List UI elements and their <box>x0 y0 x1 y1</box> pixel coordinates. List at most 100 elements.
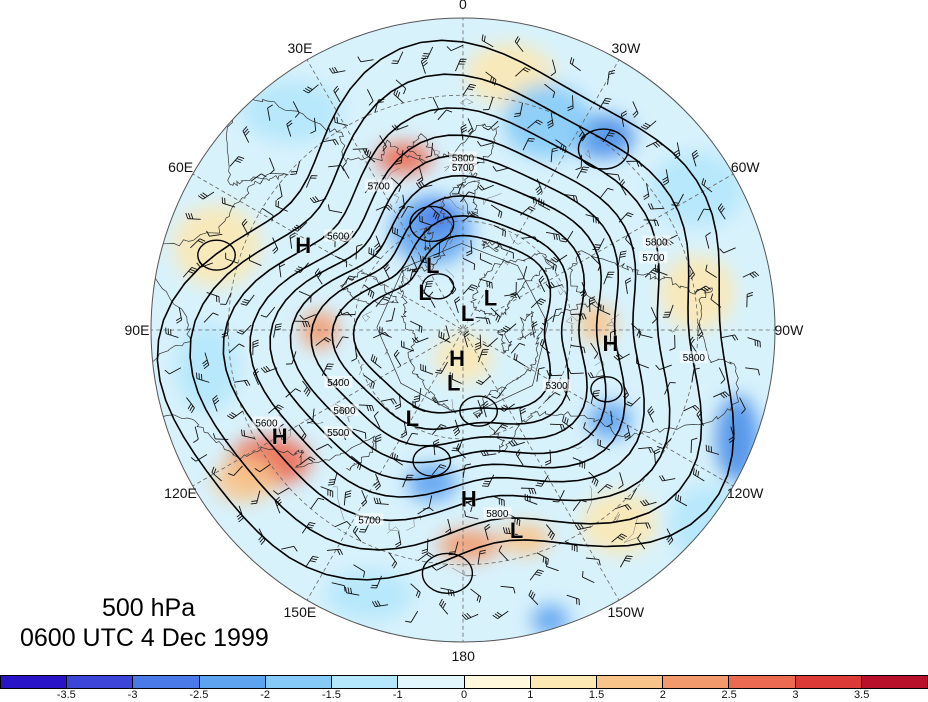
wind-barb <box>462 83 477 96</box>
wind-barb <box>597 483 613 494</box>
wind-barb <box>351 345 358 362</box>
wind-barb <box>420 57 428 74</box>
wind-barb <box>597 438 611 451</box>
wind-barb <box>529 569 544 581</box>
wind-barb <box>623 424 631 442</box>
height-contour <box>310 194 588 447</box>
wind-barb <box>482 400 489 418</box>
wind-barb <box>385 307 396 322</box>
height-contour <box>331 214 570 431</box>
low-center: L <box>426 253 439 278</box>
wind-barb <box>437 109 453 121</box>
wind-barb <box>302 380 311 397</box>
wind-barb <box>190 454 208 462</box>
wind-barb <box>363 374 375 389</box>
wind-barb <box>375 434 382 450</box>
wind-barb <box>462 284 478 295</box>
border-line <box>384 348 389 356</box>
colorbar-tick-label: 2 <box>659 689 666 701</box>
wind-barb <box>298 290 312 303</box>
wind-barb <box>454 296 461 313</box>
wind-barb <box>508 439 525 447</box>
wind-barb <box>429 205 440 221</box>
wind-barb <box>193 426 199 443</box>
wind-barb <box>380 398 397 405</box>
wind-barb <box>315 337 332 346</box>
wind-barb <box>742 271 760 279</box>
coastline <box>376 126 740 454</box>
wind-barb <box>345 586 360 596</box>
wind-barb <box>640 120 657 130</box>
wind-barb <box>281 545 298 552</box>
wind-barb <box>410 583 421 599</box>
wind-barb <box>175 307 183 324</box>
closed-contour <box>197 239 236 271</box>
wind-barb <box>225 252 239 264</box>
anomaly-patch <box>375 142 432 174</box>
contour-label-bg <box>324 425 353 438</box>
wind-barb <box>490 307 501 323</box>
border-line <box>445 268 455 278</box>
wind-barb <box>250 173 267 182</box>
wind-barb <box>694 285 711 293</box>
contour-label: 5300 <box>545 381 568 392</box>
colorbar-swatch <box>0 675 68 689</box>
contour-label-bg <box>449 151 477 164</box>
wind-barb <box>701 178 713 193</box>
wind-barb <box>500 323 517 333</box>
wind-barb <box>598 97 612 110</box>
meridian-line <box>464 330 734 487</box>
wind-barb <box>545 231 561 241</box>
wind-barb <box>574 523 592 530</box>
wind-barb <box>517 266 528 280</box>
wind-barb <box>299 314 316 320</box>
wind-barb <box>513 102 523 118</box>
longitude-label: 120W <box>726 485 764 501</box>
wind-barb <box>481 34 494 48</box>
colorbar-tick-label: 3 <box>792 689 799 701</box>
wind-barb <box>400 206 414 218</box>
wind-barb <box>662 304 674 318</box>
map-disc <box>151 18 775 642</box>
wind-barb <box>401 340 414 352</box>
height-contour <box>249 134 645 498</box>
wind-barb <box>510 342 526 354</box>
wind-barb <box>551 254 568 263</box>
wind-barb <box>226 410 243 420</box>
contour-label: 5600 <box>327 231 350 242</box>
wind-barb <box>658 475 676 482</box>
wind-barb <box>352 428 367 439</box>
colorbar-swatch <box>464 675 531 689</box>
wind-barb <box>464 510 479 520</box>
wind-barb <box>643 219 660 227</box>
wind-barb <box>478 349 489 363</box>
wind-barb <box>504 293 521 300</box>
wind-barb <box>514 36 524 53</box>
wind-barb <box>431 563 449 571</box>
wind-barb <box>335 336 349 349</box>
longitude-label: 30W <box>611 39 641 56</box>
wind-barb <box>242 126 250 143</box>
wind-barb <box>413 387 422 403</box>
wind-barb <box>570 313 587 320</box>
wind-barb <box>498 545 509 561</box>
wind-barb <box>343 490 352 506</box>
wind-barb <box>275 200 288 212</box>
wind-barb <box>276 183 283 200</box>
coastline <box>151 97 496 471</box>
wind-barb <box>186 397 195 414</box>
wind-barb <box>566 594 580 606</box>
wind-barb <box>550 147 559 163</box>
wind-barb <box>305 175 318 188</box>
low-center: L <box>484 285 497 310</box>
colorbar-tick-label: 1 <box>527 689 534 701</box>
contour-label-bg <box>483 507 512 520</box>
wind-barb <box>221 197 236 208</box>
wind-barb <box>446 44 464 52</box>
wind-barb <box>717 203 726 220</box>
wind-barb <box>666 528 674 545</box>
wind-barb <box>705 264 717 278</box>
wind-barb <box>650 306 657 324</box>
wind-barb <box>455 58 467 72</box>
border-line <box>365 314 371 318</box>
